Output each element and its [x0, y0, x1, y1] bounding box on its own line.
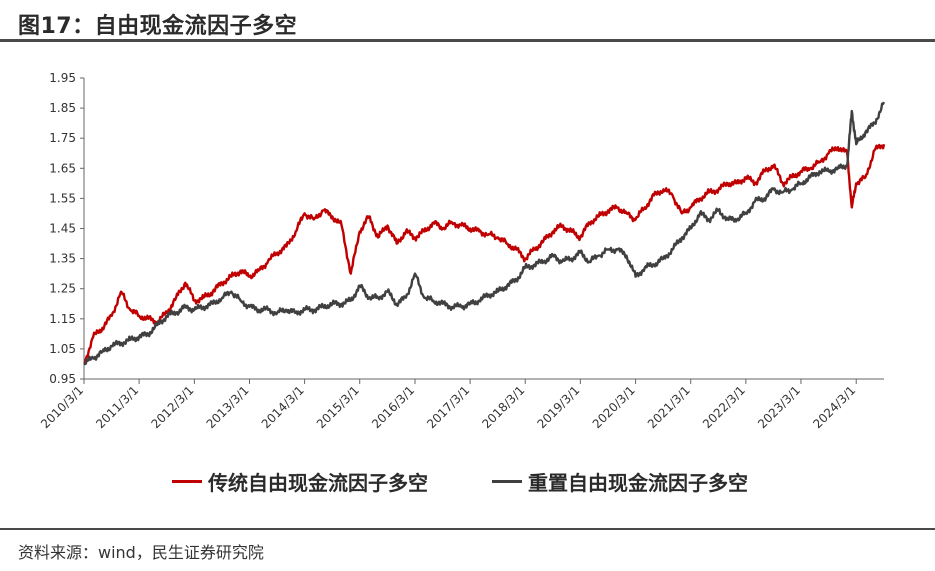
- y-tick-label: 0.95: [49, 372, 76, 386]
- chart-legend: 传统自由现金流因子多空 重置自由现金流因子多空: [0, 467, 935, 497]
- x-tick-label: 2012/3/1: [148, 383, 196, 431]
- series-line-reset: [83, 101, 886, 366]
- legend-label-traditional: 传统自由现金流因子多空: [208, 471, 428, 495]
- legend-item-reset: 重置自由现金流因子多空: [492, 467, 748, 496]
- legend-label-reset: 重置自由现金流因子多空: [528, 471, 748, 495]
- y-tick-label: 1.15: [49, 312, 76, 326]
- y-tick-label: 1.55: [49, 191, 76, 205]
- x-tick-label: 2016/3/1: [369, 383, 417, 431]
- x-tick-label: 2017/3/1: [424, 383, 472, 431]
- x-tick-label: 2010/3/1: [38, 383, 86, 431]
- x-tick-label: 2021/3/1: [645, 383, 693, 431]
- y-tick-label: 1.65: [49, 161, 76, 175]
- title-divider: [0, 39, 935, 42]
- y-tick-label: 1.75: [49, 131, 76, 145]
- series-line-traditional: [83, 143, 886, 365]
- line-chart: 0.95 1.05 1.15 1.25 1.35 1.45 1.55 1.65 1.75 1.85…: [38, 71, 886, 431]
- x-tick-label: 2023/3/1: [755, 383, 803, 431]
- y-tick-label: 1.35: [49, 252, 76, 266]
- y-tick-label: 1.05: [49, 342, 76, 356]
- x-tick-label: 2020/3/1: [590, 383, 638, 431]
- x-tick-label: 2013/3/1: [204, 383, 252, 431]
- source-note: 资料来源：wind，民生证券研究院: [18, 543, 264, 562]
- footer-divider: [0, 528, 935, 530]
- x-tick-label: 2014/3/1: [259, 383, 307, 431]
- legend-swatch-reset: [492, 480, 522, 483]
- y-tick-label: 1.85: [49, 101, 76, 115]
- y-tick-label: 1.95: [49, 71, 76, 85]
- page-title: 图17：自由现金流因子多空: [18, 14, 298, 39]
- x-tick-label: 2018/3/1: [479, 383, 527, 431]
- x-tick-label: 2022/3/1: [700, 383, 748, 431]
- x-tick-label: 2024/3/1: [810, 383, 858, 431]
- x-tick-label: 2019/3/1: [534, 383, 582, 431]
- y-tick-label: 1.25: [49, 282, 76, 296]
- y-tick-label: 1.45: [49, 222, 76, 236]
- x-tick-label: 2015/3/1: [314, 383, 362, 431]
- x-tick-label: 2011/3/1: [93, 383, 141, 431]
- legend-item-traditional: 传统自由现金流因子多空: [172, 467, 428, 496]
- legend-swatch-traditional: [172, 480, 202, 483]
